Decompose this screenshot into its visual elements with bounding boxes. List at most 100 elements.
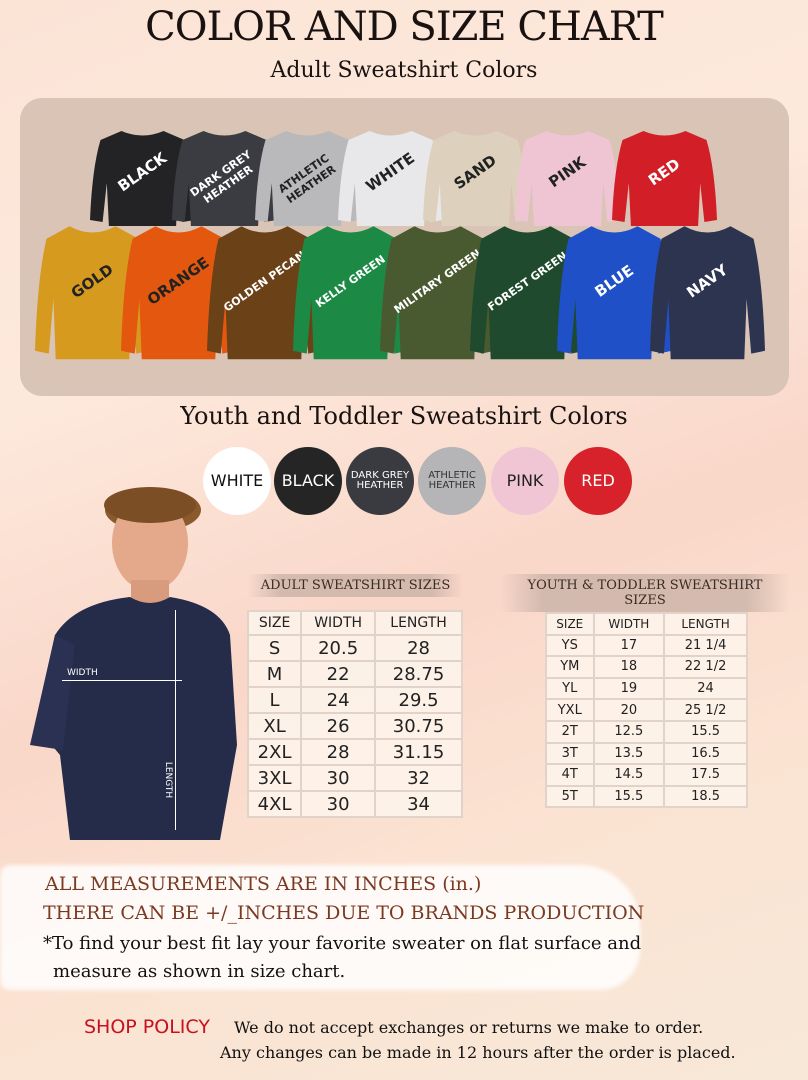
page-title: COLOR AND SIZE CHART: [145, 4, 664, 50]
table-cell: 5T: [545, 784, 595, 809]
youth-sizes-heading: YOUTH & TODDLER SWEATSHIRT SIZES: [500, 574, 790, 612]
note-inches: ALL MEASUREMENTS ARE IN INCHES (in.): [45, 873, 482, 895]
table-row: YS 17 21 1/4: [545, 633, 748, 658]
table-cell: 3XL: [246, 764, 303, 792]
column-header: LENGTH: [663, 612, 748, 636]
table-cell: 34: [374, 790, 463, 818]
sweatshirt-icon: [423, 131, 528, 226]
table-row: M 22 28.75: [246, 660, 463, 688]
table-cell: 2T: [545, 719, 595, 744]
sweatshirt-swatch: BLUE: [557, 222, 672, 362]
table-cell: 18.5: [663, 784, 748, 809]
table-header-row: SIZE WIDTH LENGTH: [246, 610, 463, 636]
table-cell: 12.5: [592, 719, 666, 744]
sweatshirt-icon: [255, 131, 360, 226]
column-header: WIDTH: [592, 612, 666, 636]
column-header: WIDTH: [300, 610, 377, 636]
table-cell: 30: [300, 790, 377, 818]
table-row: YM 18 22 1/2: [545, 655, 748, 679]
table-cell: 21 1/4: [663, 633, 748, 658]
column-header: SIZE: [545, 612, 595, 636]
table-cell: 20: [592, 698, 666, 722]
table-cell: 3T: [545, 741, 595, 766]
sweatshirt-swatch: FOREST GREEN: [470, 222, 585, 362]
table-cell: 4T: [545, 763, 595, 787]
table-row: 4XL 30 34: [246, 790, 463, 818]
sweatshirt-icon: [338, 131, 443, 226]
sweatshirt-swatch: GOLD: [35, 222, 150, 362]
width-measure-line: [62, 680, 182, 681]
table-cell: 29.5: [374, 686, 463, 714]
sweatshirt-icon: [557, 226, 672, 360]
sweatshirt-icon: [207, 226, 322, 360]
table-cell: 26: [300, 712, 377, 740]
table-row: YL 19 24: [545, 676, 748, 701]
table-cell: 16.5: [663, 741, 748, 766]
length-measure-line: [175, 610, 176, 830]
table-row: L 24 29.5: [246, 686, 463, 714]
youth-color-swatch: PINK: [491, 447, 559, 515]
sweatshirt-swatch: MILITARY GREEN: [380, 222, 495, 362]
sweatshirt-swatch: WHITE: [338, 128, 443, 228]
sweatshirt-swatch: SAND: [423, 128, 528, 228]
table-cell: 28.75: [374, 660, 463, 688]
table-cell: XL: [246, 712, 303, 740]
table-cell: M: [246, 660, 303, 688]
table-cell: 32: [374, 764, 463, 792]
table-cell: 4XL: [246, 790, 303, 818]
table-row: YXL 20 25 1/2: [545, 698, 748, 722]
sweatshirt-icon: [121, 226, 236, 360]
table-cell: 14.5: [592, 763, 666, 787]
table-cell: 28: [374, 634, 463, 662]
table-cell: 24: [663, 676, 748, 701]
note-fit-2: measure as shown in size chart.: [53, 961, 346, 982]
model-photo: [30, 487, 237, 840]
sweatshirt-icon: [35, 226, 150, 360]
table-cell: 22: [300, 660, 377, 688]
length-label: LENGTH: [163, 761, 174, 799]
shop-policy-line1: We do not accept exchanges or returns we…: [234, 1018, 704, 1037]
table-cell: 24: [300, 686, 377, 714]
youth-color-swatch: WHITE: [203, 447, 271, 515]
shop-policy-line2: Any changes can be made in 12 hours afte…: [220, 1043, 736, 1062]
sweatshirt-icon: [650, 226, 765, 360]
sweatshirt-swatch: GOLDEN PECAN: [207, 222, 322, 362]
sweatshirt-swatch: ORANGE: [121, 222, 236, 362]
sweatshirt-swatch: DARK GREY HEATHER: [172, 128, 277, 228]
table-cell: 30.75: [374, 712, 463, 740]
table-cell: YXL: [545, 698, 595, 722]
youth-color-swatch: BLACK: [274, 447, 342, 515]
sweatshirt-swatch: NAVY: [650, 222, 765, 362]
shop-policy-label: SHOP POLICY: [84, 1016, 210, 1038]
table-cell: S: [246, 634, 303, 662]
table-row: XL 26 30.75: [246, 712, 463, 740]
sweatshirt-icon: [172, 131, 277, 226]
brush-stroke: [0, 865, 640, 990]
table-cell: 20.5: [300, 634, 377, 662]
adult-colors-heading: Adult Sweatshirt Colors: [270, 58, 538, 83]
sweatshirt-swatch: RED: [612, 128, 717, 228]
table-cell: 17.5: [663, 763, 748, 787]
sweatshirt-icon: [515, 131, 620, 226]
table-row: 2T 12.5 15.5: [545, 719, 748, 744]
youth-color-swatch: ATHLETIC HEATHER: [418, 447, 486, 515]
sweatshirt-icon: [612, 131, 717, 226]
sweatshirt-icon: [90, 131, 195, 226]
table-cell: L: [246, 686, 303, 714]
table-cell: 25 1/2: [663, 698, 748, 722]
table-row: 4T 14.5 17.5: [545, 763, 748, 787]
youth-size-table: SIZE WIDTH LENGTH YS 17 21 1/4 YM 18 22 1/2 YL 19 2…: [545, 612, 748, 809]
sweatshirt-swatch: ATHLETIC HEATHER: [255, 128, 360, 228]
sweatshirt-icon: [293, 226, 408, 360]
adult-sizes-heading: ADULT SWEATSHIRT SIZES: [248, 574, 463, 597]
table-cell: 15.5: [592, 784, 666, 809]
table-cell: YM: [545, 655, 595, 679]
youth-colors-heading: Youth and Toddler Sweatshirt Colors: [180, 402, 628, 430]
table-cell: 2XL: [246, 738, 303, 766]
table-cell: 17: [592, 633, 666, 658]
sweatshirt-swatch: BLACK: [90, 128, 195, 228]
sweatshirt-icon: [470, 226, 585, 360]
table-row: 3XL 30 32: [246, 764, 463, 792]
table-cell: 13.5: [592, 741, 666, 766]
column-header: SIZE: [246, 610, 303, 636]
